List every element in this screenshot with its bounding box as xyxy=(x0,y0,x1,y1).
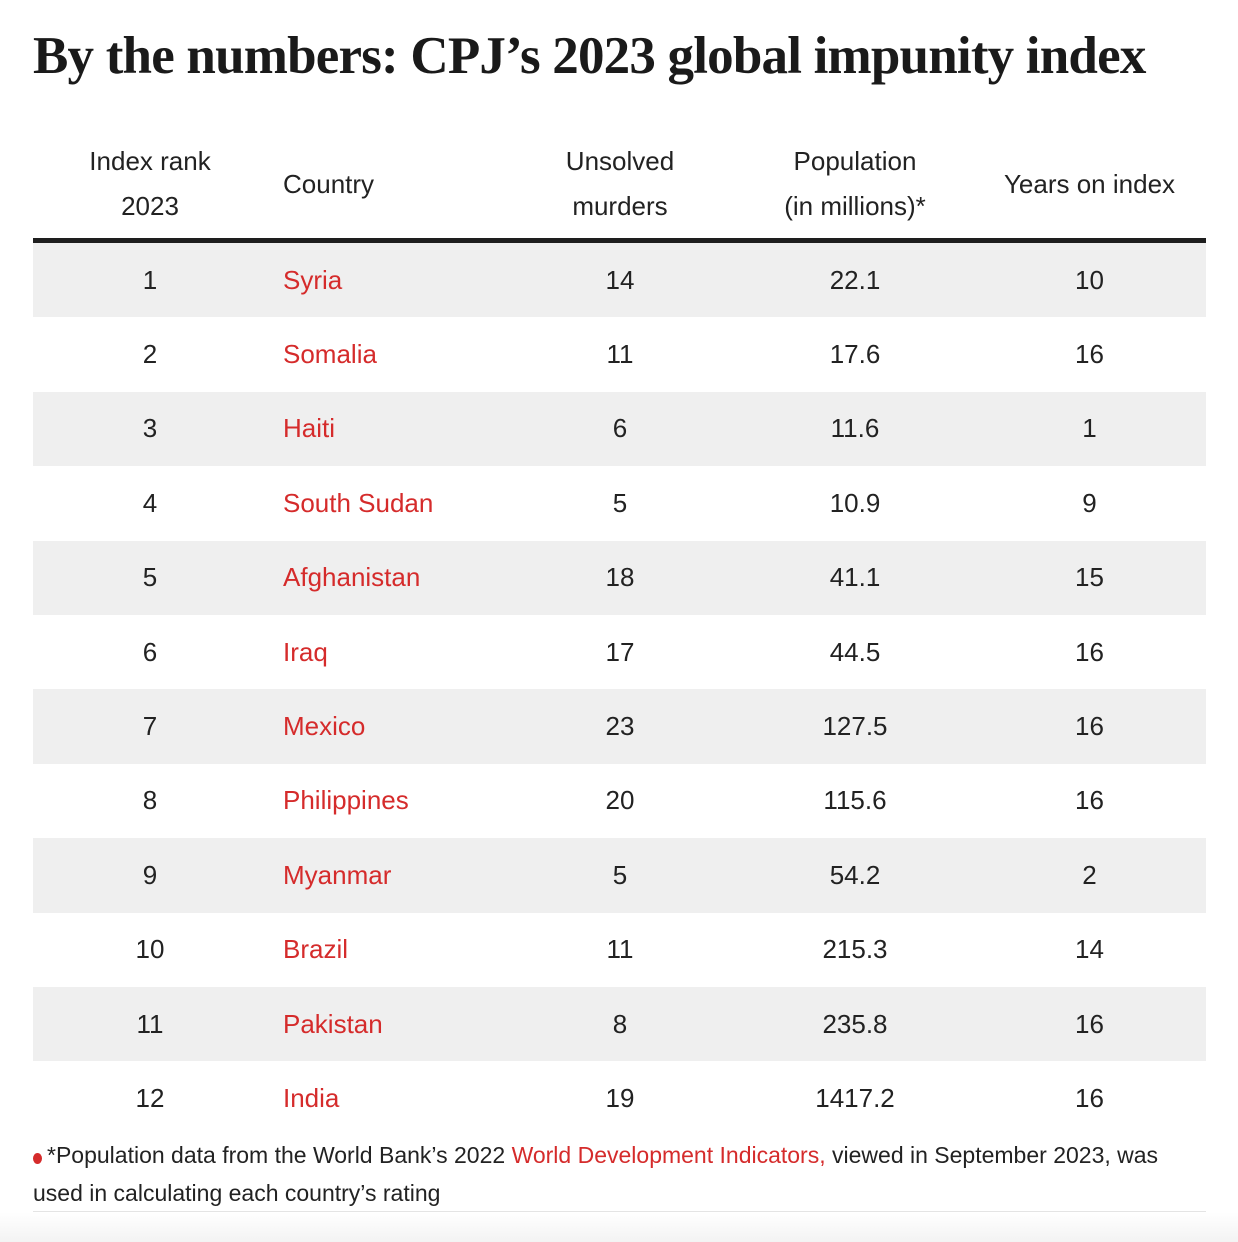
cell-unsolved: 23 xyxy=(503,689,737,764)
cell-years: 16 xyxy=(973,689,1206,764)
table-row: 8 Philippines 20 115.6 16 xyxy=(33,764,1206,838)
impunity-index-table: Index rank 2023 Country Unsolved murders P… xyxy=(33,130,1206,1136)
cell-population: 215.3 xyxy=(822,934,888,965)
cell-rank: 4 xyxy=(142,487,158,518)
cell-country[interactable]: Afghanistan xyxy=(267,540,503,615)
cell-unsolved: 5 xyxy=(612,487,628,518)
cell-country[interactable]: Iraq xyxy=(283,636,328,667)
cell-unsolved: 14 xyxy=(503,240,737,318)
header-unsolved-line2: murders xyxy=(572,191,668,221)
cell-years: 16 xyxy=(1075,1082,1104,1113)
header-population-line1: Population xyxy=(793,146,917,176)
cell-country[interactable]: Brazil xyxy=(283,934,349,965)
header-row: Index rank 2023 Country Unsolved murders P… xyxy=(33,130,1206,243)
cell-rank: 2 xyxy=(142,339,158,370)
table-row: 6 Iraq 17 44.5 16 xyxy=(33,615,1206,689)
table-row: 10 Brazil 11 215.3 14 xyxy=(33,913,1206,987)
cell-population: 115.6 xyxy=(823,785,887,816)
header-country: Country xyxy=(267,130,503,243)
header-unsolved-line1: Unsolved xyxy=(565,146,675,176)
world-development-indicators-link[interactable]: World Development Indicators, xyxy=(511,1142,826,1168)
table-row: 2 Somalia 11 17.6 16 xyxy=(33,317,1206,391)
cell-unsolved: 11 xyxy=(606,934,634,965)
cell-rank: 11 xyxy=(33,986,267,1062)
cell-population: 17.6 xyxy=(829,339,881,370)
cell-years: 16 xyxy=(1075,785,1104,816)
cell-country[interactable]: Philippines xyxy=(283,785,409,816)
cell-rank: 6 xyxy=(142,636,158,667)
cell-rank: 10 xyxy=(135,934,165,965)
header-years: Years on index xyxy=(973,130,1206,243)
cell-years: 16 xyxy=(1075,636,1104,667)
cell-years: 14 xyxy=(1075,934,1104,965)
cell-country[interactable]: India xyxy=(283,1082,340,1113)
cell-population: 1417.2 xyxy=(815,1082,895,1113)
cell-rank: 7 xyxy=(33,689,267,764)
table-row: 11 Pakistan 8 235.8 16 xyxy=(33,986,1206,1062)
cell-unsolved: 5 xyxy=(503,838,737,913)
header-unsolved: Unsolved murders xyxy=(503,130,737,243)
cell-population: 235.8 xyxy=(737,986,973,1062)
cell-population: 44.5 xyxy=(829,636,881,667)
header-population-line2: (in millions)* xyxy=(784,191,926,221)
table-row: 4 South Sudan 5 10.9 9 xyxy=(33,466,1206,540)
header-rank-line1: Index rank xyxy=(89,146,211,176)
cell-population: 41.1 xyxy=(737,540,973,615)
footnote: *Population data from the World Bank’s 2… xyxy=(33,1136,1163,1212)
cell-rank: 12 xyxy=(135,1082,165,1113)
table-row: 7 Mexico 23 127.5 16 xyxy=(33,689,1206,764)
footnote-text-end: viewed in September 2023, was used in ca… xyxy=(33,1142,1159,1206)
bullet-icon xyxy=(33,1153,42,1164)
cell-unsolved: 20 xyxy=(605,785,635,816)
cell-population: 127.5 xyxy=(737,689,973,764)
cell-rank: 5 xyxy=(33,540,267,615)
cell-country[interactable]: Syria xyxy=(267,240,503,318)
cell-rank: 3 xyxy=(33,391,267,467)
cell-unsolved: 17 xyxy=(605,636,635,667)
cell-rank: 9 xyxy=(33,838,267,913)
cell-years: 15 xyxy=(973,540,1206,615)
table-row: 3 Haiti 6 11.6 1 xyxy=(33,391,1206,467)
header-rank: Index rank 2023 xyxy=(33,130,267,243)
table-row: 1 Syria 14 22.1 10 xyxy=(33,240,1206,318)
table-row: 9 Myanmar 5 54.2 2 xyxy=(33,838,1206,913)
cell-unsolved: 8 xyxy=(503,986,737,1062)
divider xyxy=(33,1211,1206,1212)
page-title: By the numbers: CPJ’s 2023 global impuni… xyxy=(33,27,1146,85)
cell-country[interactable]: Pakistan xyxy=(267,986,503,1062)
page-bottom-fade xyxy=(0,1212,1238,1242)
cell-unsolved: 19 xyxy=(605,1082,635,1113)
cell-years: 16 xyxy=(973,986,1206,1062)
header-rank-line2: 2023 xyxy=(121,191,179,221)
cell-country[interactable]: South Sudan xyxy=(283,487,434,518)
footnote-text: *Population data from the World Bank’s 2… xyxy=(47,1142,512,1168)
cell-unsolved: 18 xyxy=(503,540,737,615)
cell-country[interactable]: Myanmar xyxy=(267,838,503,913)
cell-population: 10.9 xyxy=(829,487,881,518)
cell-rank: 1 xyxy=(33,240,267,318)
cell-population: 11.6 xyxy=(737,391,973,467)
cell-unsolved: 6 xyxy=(503,391,737,467)
cell-years: 16 xyxy=(1075,339,1104,370)
cell-country[interactable]: Haiti xyxy=(267,391,503,467)
cell-years: 9 xyxy=(1082,487,1097,518)
cell-country[interactable]: Mexico xyxy=(267,689,503,764)
cell-country[interactable]: Somalia xyxy=(283,339,377,370)
cell-population: 54.2 xyxy=(737,838,973,913)
cell-years: 10 xyxy=(973,240,1206,318)
header-population: Population (in millions)* xyxy=(737,130,973,243)
cell-population: 22.1 xyxy=(737,240,973,318)
cell-years: 1 xyxy=(973,391,1206,467)
cell-unsolved: 11 xyxy=(606,339,634,370)
cell-years: 2 xyxy=(973,838,1206,913)
table-row: 5 Afghanistan 18 41.1 15 xyxy=(33,540,1206,615)
cell-rank: 8 xyxy=(142,785,158,816)
table-row: 12 India 19 1417.2 16 xyxy=(33,1061,1206,1135)
